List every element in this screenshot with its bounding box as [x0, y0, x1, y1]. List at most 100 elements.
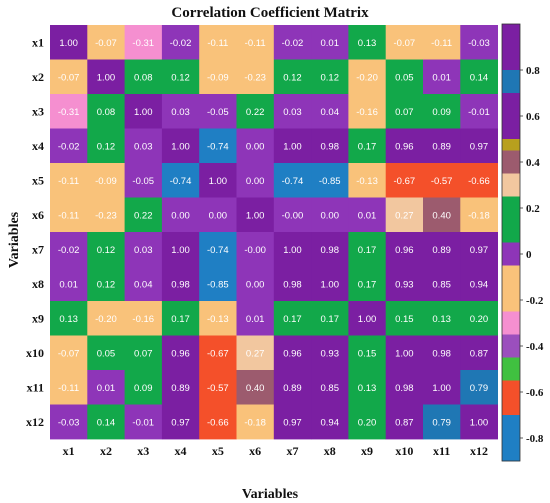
heatmap-cell	[273, 128, 312, 164]
heatmap-cell	[236, 301, 275, 336]
cell-value-label: 0.27	[246, 348, 265, 359]
colorbar-band	[502, 139, 520, 151]
x-tick-labels: x1 x2 x3 x4 x5 x6 x7 x8 x9 x10 x11 x12	[63, 444, 488, 458]
y-tick-label: x1	[32, 35, 44, 49]
cell-value-label: -0.05	[132, 176, 154, 187]
heatmap-cell	[348, 128, 387, 164]
cell-value-label: 0.17	[358, 279, 377, 290]
heatmap-cell	[348, 59, 387, 95]
heatmap-cell	[311, 59, 349, 95]
heatmap-cell	[50, 370, 88, 405]
heatmap-cell	[236, 266, 275, 302]
colorbar-band	[502, 173, 520, 197]
cell-value-label: 0.89	[171, 383, 190, 394]
heatmap-cell	[273, 301, 312, 336]
colorbar-tick-label: 0.4	[526, 157, 540, 169]
heatmap-cell	[423, 128, 461, 164]
heatmap-cell	[87, 163, 125, 198]
colorbar-band	[502, 150, 520, 174]
heatmap-cell	[236, 94, 275, 129]
cell-value-label: 0.12	[97, 245, 116, 256]
cell-value-label: 0.03	[134, 245, 153, 256]
cell-value-label: 1.00	[97, 72, 116, 83]
heatmap-cell	[50, 59, 88, 95]
cell-value-label: 0.01	[59, 279, 78, 290]
cell-value-label: -0.07	[58, 348, 80, 359]
heatmap-cells: 1.00 -0.07 -0.31 -0.02 -0.11 -0.11 -0.02 0.01 0.…	[50, 25, 498, 440]
heatmap-cell	[199, 94, 237, 129]
heatmap-cell	[236, 404, 275, 440]
heatmap-cell	[161, 197, 200, 233]
heatmap-cell	[236, 197, 275, 233]
cell-value-label: 1.00	[59, 38, 78, 49]
heatmap-cell	[348, 25, 387, 60]
cell-value-label: 0.12	[97, 279, 116, 290]
x-tick-label: x12	[470, 444, 488, 458]
colorbar-tick-label: -0.8	[526, 433, 544, 445]
cell-value-label: 0.07	[395, 107, 414, 118]
heatmap-cell	[161, 59, 200, 95]
cell-value-label: 1.00	[134, 107, 153, 118]
heatmap-cell	[236, 335, 275, 371]
heatmap-cell	[423, 94, 461, 129]
heatmap-cell	[311, 301, 349, 336]
cell-value-label: 0.17	[171, 314, 190, 325]
cell-value-label: 0.00	[209, 210, 228, 221]
heatmap-cell	[460, 266, 498, 302]
cell-value-label: 0.97	[283, 417, 302, 428]
x-tick-label: x8	[324, 444, 336, 458]
heatmap-cell	[124, 232, 163, 267]
cell-value-label: -0.66	[207, 417, 229, 428]
heatmap-cell	[423, 197, 461, 233]
cell-value-label: -0.18	[468, 210, 490, 221]
cell-value-label: -0.66	[468, 176, 490, 187]
cell-value-label: -0.11	[245, 38, 266, 49]
cell-value-label: 0.13	[59, 314, 78, 325]
colorbar-band	[502, 415, 520, 439]
y-tick-label: x2	[32, 70, 44, 84]
heatmap-cell	[236, 25, 275, 60]
cell-value-label: -0.74	[170, 176, 192, 187]
heatmap-cell	[460, 335, 498, 371]
cell-value-label: 0.05	[395, 72, 414, 83]
heatmap-cell	[87, 301, 125, 336]
cell-value-label: 0.17	[358, 141, 377, 152]
heatmap-cell	[50, 266, 88, 302]
heatmap-cell	[199, 232, 237, 267]
heatmap-cell	[161, 163, 200, 198]
cell-value-label: 0.05	[97, 348, 116, 359]
heatmap-cell	[50, 163, 88, 198]
y-tick-label: x9	[32, 311, 44, 325]
cell-value-label: 0.09	[134, 383, 153, 394]
heatmap-cell	[124, 59, 163, 95]
cell-value-label: -0.16	[132, 314, 154, 325]
cell-value-label: -0.11	[58, 176, 79, 187]
heatmap-cell	[385, 59, 424, 95]
heatmap-cell	[124, 25, 163, 60]
cell-value-label: 0.85	[432, 279, 451, 290]
cell-value-label: -0.11	[58, 383, 79, 394]
colorbar-band	[502, 93, 520, 140]
colorbar-tick-label: -0.2	[526, 295, 544, 307]
heatmap-cell	[311, 266, 349, 302]
cell-value-label: 0.22	[134, 210, 153, 221]
cell-value-label: -0.31	[58, 107, 80, 118]
cell-value-label: 0.40	[246, 383, 265, 394]
heatmap-cell	[199, 266, 237, 302]
cell-value-label: 0.27	[395, 210, 414, 221]
heatmap-cell	[385, 301, 424, 336]
x-tick-label: x7	[286, 444, 298, 458]
heatmap-cell	[348, 197, 387, 233]
heatmap-cell	[423, 370, 461, 405]
heatmap-cell	[124, 163, 163, 198]
heatmap-cell	[50, 197, 88, 233]
heatmap-cell	[87, 335, 125, 371]
cell-value-label: -0.67	[394, 176, 416, 187]
heatmap-cell	[199, 404, 237, 440]
cell-value-label: 0.00	[246, 176, 265, 187]
cell-value-label: 0.94	[470, 279, 489, 290]
chart-title: Correlation Coefficient Matrix	[171, 5, 369, 21]
heatmap-cell	[311, 404, 349, 440]
cell-value-label: 1.00	[246, 210, 265, 221]
heatmap-cell	[460, 94, 498, 129]
